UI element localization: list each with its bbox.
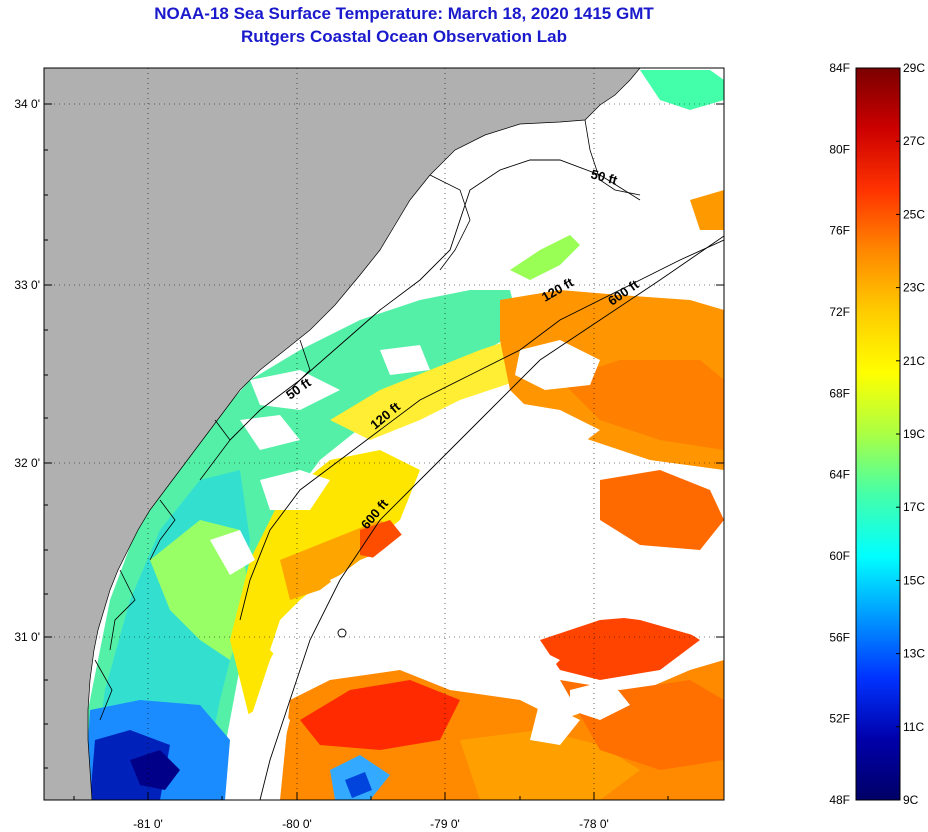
map-subtitle: Rutgers Coastal Ocean Observation Lab — [241, 27, 567, 46]
lon-tick-label: -81 0' — [133, 817, 163, 831]
sst-map: 50 ft 50 ft 120 ft 120 ft 600 ft 600 ft … — [14, 67, 725, 831]
colorbar-gradient — [855, 67, 901, 801]
contour-label: 50 ft — [589, 166, 619, 188]
map-title: NOAA-18 Sea Surface Temperature: March 1… — [154, 4, 654, 23]
colorbar-c-label: 25C — [903, 207, 925, 221]
sst-patches — [70, 70, 724, 800]
colorbar-c-label: 23C — [903, 281, 925, 295]
cloud-holes — [210, 340, 710, 770]
colorbar-f-label: 56F — [829, 630, 850, 644]
colorbar-c-label: 17C — [903, 500, 925, 514]
colorbar-f-label: 80F — [829, 142, 850, 156]
colorbar-c-label: 19C — [903, 427, 925, 441]
colorbar-f-label: 52F — [829, 712, 850, 726]
map-frame — [43, 67, 725, 801]
colorbar-c-label: 13C — [903, 647, 925, 661]
axis-ticks — [44, 103, 724, 800]
lat-tick-label: 34 0' — [14, 97, 40, 111]
colorbar-c-label: 11C — [903, 720, 924, 734]
colorbar-c-label: 21C — [903, 354, 925, 368]
lat-tick-label: 33 0' — [14, 278, 40, 292]
lat-tick-label: 31 0' — [14, 630, 40, 644]
isobaths — [229, 159, 724, 800]
colorbar-c-label: 27C — [903, 134, 925, 148]
isobath-600ft — [259, 235, 724, 800]
isobath-120ft — [239, 239, 724, 621]
colorbar-f-label: 76F — [829, 224, 850, 238]
lon-tick-label: -80 0' — [282, 817, 312, 831]
colorbar-c-label: 15C — [903, 573, 925, 587]
lon-tick-label: -79 0' — [430, 817, 460, 831]
colorbar-f-label: 60F — [829, 549, 850, 563]
colorbar-celsius-labels: 29C 27C 25C 23C 21C 19C 17C 15C 13C 11C 9C — [896, 61, 925, 807]
colorbar-f-label: 84F — [829, 61, 850, 75]
lon-labels: -81 0' -80 0' -79 0' -78 0' — [133, 817, 609, 831]
lat-tick-label: 32 0' — [14, 456, 40, 470]
colorbar-c-label: 9C — [903, 793, 919, 807]
lat-labels: 34 0' 33 0' 32 0' 31 0' — [14, 97, 40, 644]
isobath-50ft — [229, 159, 641, 441]
colorbar-c-label: 29C — [903, 61, 925, 75]
colorbar-f-label: 72F — [829, 305, 850, 319]
colorbar-fahrenheit-labels: 84F 80F 76F 72F 68F 64F 60F 56F 52F 48F — [829, 61, 850, 807]
colorbar: 84F 80F 76F 72F 68F 64F 60F 56F 52F 48F 29C 27C 25C… — [829, 61, 925, 807]
coastline-detail — [94, 119, 641, 721]
colorbar-f-label: 68F — [829, 386, 850, 400]
colorbar-f-label: 48F — [829, 793, 850, 807]
land-mass — [44, 68, 641, 800]
lon-tick-label: -78 0' — [579, 817, 609, 831]
colorbar-f-label: 64F — [829, 468, 850, 482]
